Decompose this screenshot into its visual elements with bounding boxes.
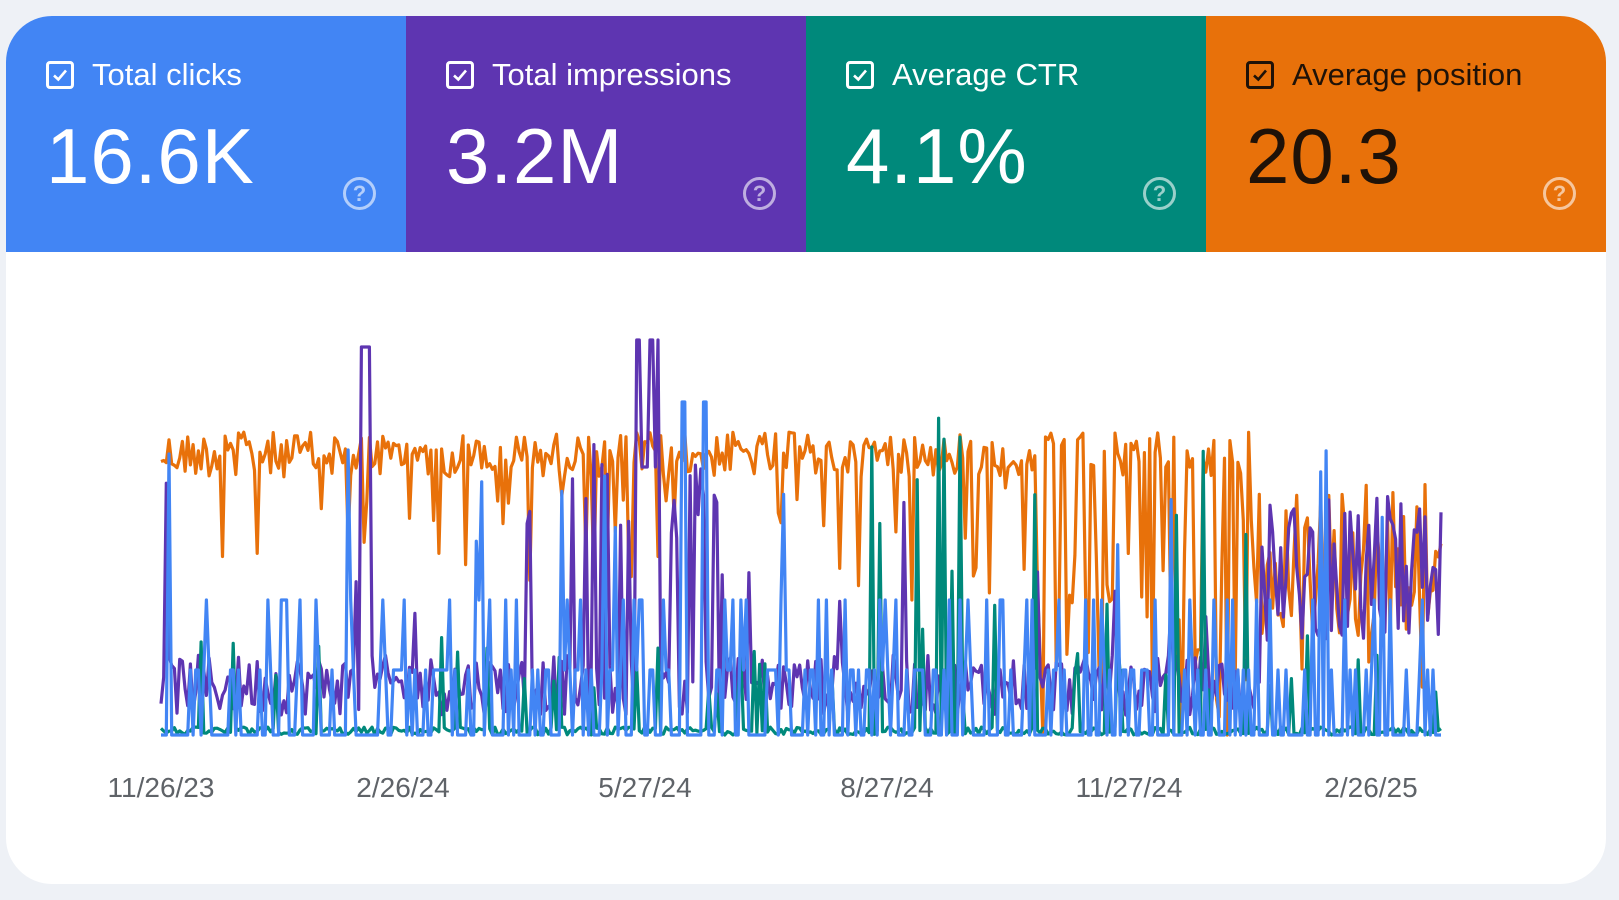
help-circle-icon[interactable]: ? bbox=[343, 177, 376, 210]
metric-header: Average position bbox=[1246, 57, 1606, 93]
series-line-total-clicks bbox=[161, 400, 1441, 737]
performance-card: Total clicks 16.6K ? Total impressions 3… bbox=[6, 16, 1606, 884]
x-tick-label: 8/27/24 bbox=[840, 772, 933, 803]
x-tick-label: 11/27/24 bbox=[1076, 772, 1183, 803]
x-tick-label: 5/27/24 bbox=[598, 772, 691, 803]
x-axis-ticks: 11/26/23 2/26/24 5/27/24 8/27/24 11/27/24 2/2… bbox=[108, 772, 1418, 803]
help-circle-icon[interactable]: ? bbox=[1543, 177, 1576, 210]
metric-value: 20.3 bbox=[1246, 112, 1402, 200]
metric-tile-average-ctr[interactable]: Average CTR 4.1% ? bbox=[806, 16, 1206, 252]
metric-tile-total-impressions[interactable]: Total impressions 3.2M ? bbox=[406, 16, 806, 252]
performance-chart: 11/26/23 2/26/24 5/27/24 8/27/24 11/27/24 2/2… bbox=[108, 338, 1443, 803]
x-tick-label: 2/26/25 bbox=[1324, 772, 1417, 803]
chart-area: 11/26/23 2/26/24 5/27/24 8/27/24 11/27/24 2/2… bbox=[6, 252, 1606, 884]
metric-label: Average CTR bbox=[892, 57, 1080, 92]
help-circle-icon[interactable]: ? bbox=[743, 177, 776, 210]
metric-label: Average position bbox=[1292, 57, 1523, 92]
x-tick-label: 11/26/23 bbox=[108, 772, 215, 803]
metric-value: 4.1% bbox=[846, 112, 1028, 200]
metric-tile-total-clicks[interactable]: Total clicks 16.6K ? bbox=[6, 16, 406, 252]
check-icon[interactable] bbox=[46, 61, 74, 89]
metric-header: Total clicks bbox=[46, 57, 406, 93]
metric-header: Average CTR bbox=[846, 57, 1206, 93]
metric-tile-average-position[interactable]: Average position 20.3 ? bbox=[1206, 16, 1606, 252]
check-icon[interactable] bbox=[846, 61, 874, 89]
metric-value: 3.2M bbox=[446, 112, 624, 200]
metric-label: Total impressions bbox=[492, 57, 732, 92]
metric-value: 16.6K bbox=[46, 112, 255, 200]
metric-label: Total clicks bbox=[92, 57, 242, 92]
metric-header: Total impressions bbox=[446, 57, 806, 93]
x-tick-label: 2/26/24 bbox=[356, 772, 449, 803]
metric-tiles: Total clicks 16.6K ? Total impressions 3… bbox=[6, 16, 1606, 252]
check-icon[interactable] bbox=[446, 61, 474, 89]
check-icon[interactable] bbox=[1246, 61, 1274, 89]
help-circle-icon[interactable]: ? bbox=[1143, 177, 1176, 210]
series-layer bbox=[159, 338, 1443, 737]
